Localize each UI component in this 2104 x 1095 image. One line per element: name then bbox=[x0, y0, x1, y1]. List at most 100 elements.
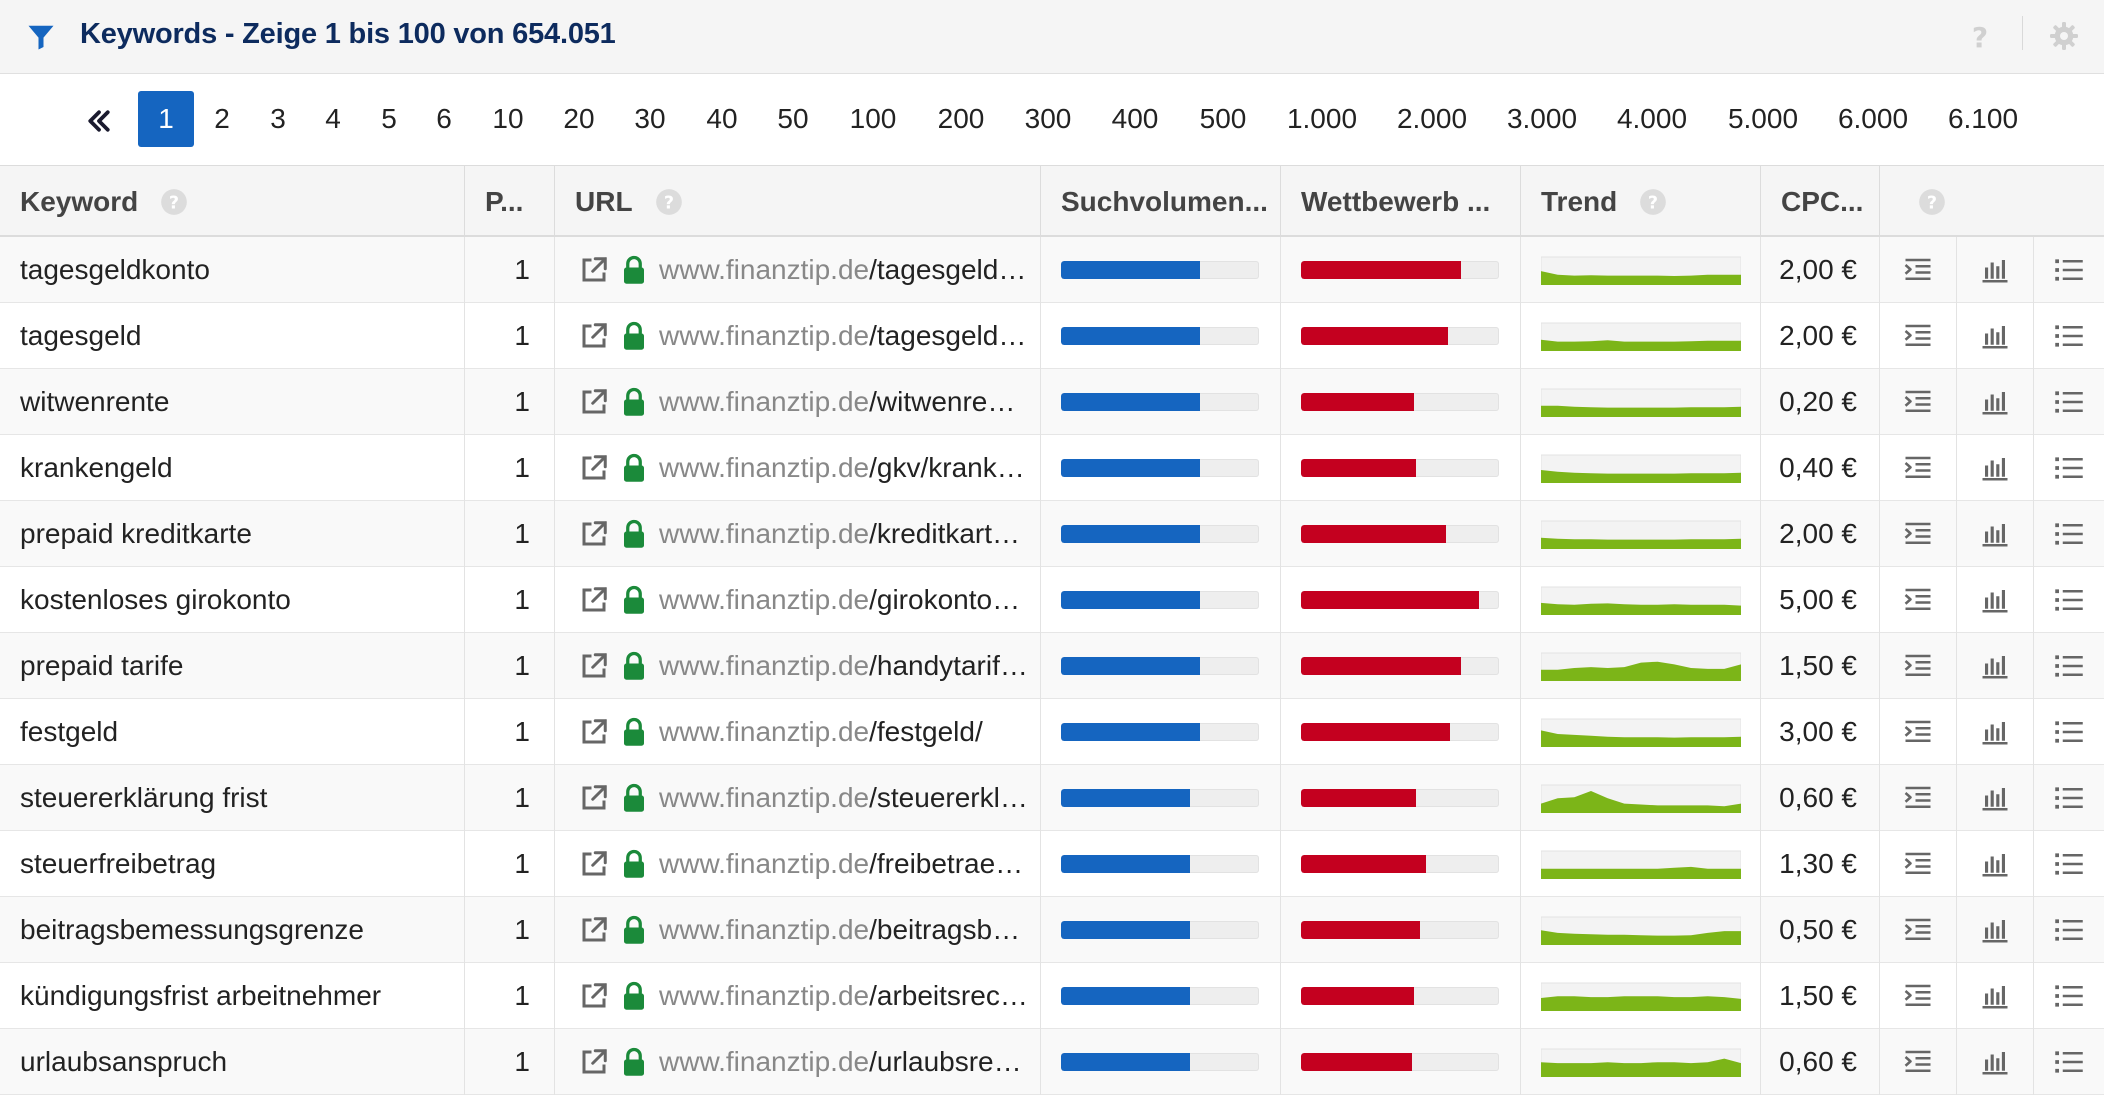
column-header-keyword[interactable]: Keyword ? bbox=[0, 166, 465, 237]
indent-list-icon[interactable] bbox=[1903, 255, 1933, 285]
list-icon[interactable] bbox=[2054, 519, 2084, 549]
keyword-cell[interactable]: urlaubsanspruch bbox=[0, 1029, 465, 1095]
keyword-text[interactable]: kündigungsfrist arbeitnehmer bbox=[20, 980, 382, 1011]
bar-chart-icon[interactable] bbox=[1980, 585, 2010, 615]
url-link[interactable]: www.finanztip.de/festgeld/ bbox=[659, 716, 983, 747]
list-button[interactable] bbox=[2034, 303, 2104, 369]
keyword-cell[interactable]: beitragsbemessungsgrenze bbox=[0, 897, 465, 963]
url-link[interactable]: www.finanztip.de/beitragsb… bbox=[659, 914, 1021, 945]
help-icon[interactable]: ? bbox=[160, 188, 188, 216]
list-icon[interactable] bbox=[2054, 387, 2084, 417]
bar-chart-icon[interactable] bbox=[1980, 981, 2010, 1011]
page-button-500[interactable]: 500 bbox=[1199, 103, 1247, 134]
keyword-cell[interactable]: witwenrente bbox=[0, 369, 465, 435]
indent-list-button[interactable] bbox=[1880, 369, 1957, 435]
keyword-text[interactable]: prepaid kreditkarte bbox=[20, 518, 252, 549]
list-icon[interactable] bbox=[2054, 321, 2084, 351]
keyword-text[interactable]: prepaid tarife bbox=[20, 650, 184, 681]
url-link[interactable]: www.finanztip.de/urlaubsre… bbox=[659, 1046, 1022, 1077]
indent-list-button[interactable] bbox=[1880, 567, 1957, 633]
indent-list-icon[interactable] bbox=[1903, 519, 1933, 549]
bar-chart-button[interactable] bbox=[1957, 765, 2034, 831]
url-link[interactable]: www.finanztip.de/witwenre… bbox=[659, 386, 1016, 417]
url-link[interactable]: www.finanztip.de/arbeitsrec… bbox=[659, 980, 1028, 1011]
indent-list-icon[interactable] bbox=[1903, 321, 1933, 351]
indent-list-icon[interactable] bbox=[1903, 585, 1933, 615]
bar-chart-button[interactable] bbox=[1957, 963, 2034, 1029]
keyword-cell[interactable]: kündigungsfrist arbeitnehmer bbox=[0, 963, 465, 1029]
indent-list-icon[interactable] bbox=[1903, 453, 1933, 483]
page-button-6.000[interactable]: 6.000 bbox=[1837, 103, 1909, 134]
page-button-1.000[interactable]: 1.000 bbox=[1286, 103, 1358, 134]
page-button-2.000[interactable]: 2.000 bbox=[1396, 103, 1468, 134]
external-link-icon[interactable] bbox=[579, 651, 609, 681]
page-button-20[interactable]: 20 bbox=[563, 103, 595, 134]
indent-list-button[interactable] bbox=[1880, 237, 1957, 303]
indent-list-icon[interactable] bbox=[1903, 849, 1933, 879]
indent-list-button[interactable] bbox=[1880, 897, 1957, 963]
page-button-5[interactable]: 5 bbox=[381, 103, 397, 134]
page-button-200[interactable]: 200 bbox=[937, 103, 985, 134]
bar-chart-button[interactable] bbox=[1957, 237, 2034, 303]
page-button-40[interactable]: 40 bbox=[706, 103, 738, 134]
page-button-10[interactable]: 10 bbox=[492, 103, 524, 134]
keyword-text[interactable]: steuererklärung frist bbox=[20, 782, 268, 813]
indent-list-button[interactable] bbox=[1880, 501, 1957, 567]
page-button-2[interactable]: 2 bbox=[214, 103, 230, 134]
keyword-text[interactable]: krankengeld bbox=[20, 452, 173, 483]
bar-chart-button[interactable] bbox=[1957, 831, 2034, 897]
page-button-6.100[interactable]: 6.100 bbox=[1947, 103, 2019, 134]
bar-chart-icon[interactable] bbox=[1980, 783, 2010, 813]
indent-list-icon[interactable] bbox=[1903, 717, 1933, 747]
indent-list-icon[interactable] bbox=[1903, 783, 1933, 813]
keyword-text[interactable]: tagesgeld bbox=[20, 320, 142, 351]
help-icon[interactable]: ? bbox=[1639, 188, 1667, 216]
page-button-3[interactable]: 3 bbox=[270, 103, 286, 134]
url-link[interactable]: www.finanztip.de/kreditkart… bbox=[659, 518, 1021, 549]
list-button[interactable] bbox=[2034, 963, 2104, 1029]
external-link-icon[interactable] bbox=[579, 915, 609, 945]
url-link[interactable]: www.finanztip.de/freibetrae… bbox=[659, 848, 1024, 879]
double-chevron-left-icon[interactable] bbox=[84, 106, 114, 136]
bar-chart-icon[interactable] bbox=[1980, 519, 2010, 549]
keyword-text[interactable]: tagesgeldkonto bbox=[20, 254, 210, 285]
keyword-cell[interactable]: tagesgeld bbox=[0, 303, 465, 369]
list-button[interactable] bbox=[2034, 897, 2104, 963]
filter-icon[interactable] bbox=[26, 22, 56, 52]
list-button[interactable] bbox=[2034, 633, 2104, 699]
keyword-cell[interactable]: prepaid tarife bbox=[0, 633, 465, 699]
indent-list-button[interactable] bbox=[1880, 633, 1957, 699]
list-button[interactable] bbox=[2034, 369, 2104, 435]
list-button[interactable] bbox=[2034, 831, 2104, 897]
indent-list-button[interactable] bbox=[1880, 1029, 1957, 1095]
url-link[interactable]: www.finanztip.de/gkv/krank… bbox=[659, 452, 1025, 483]
list-icon[interactable] bbox=[2054, 783, 2084, 813]
url-link[interactable]: www.finanztip.de/girokonto… bbox=[659, 584, 1021, 615]
list-icon[interactable] bbox=[2054, 1047, 2084, 1077]
list-button[interactable] bbox=[2034, 567, 2104, 633]
column-header-search-volume[interactable]: Suchvolumen... bbox=[1041, 166, 1281, 237]
keyword-cell[interactable]: steuerfreibetrag bbox=[0, 831, 465, 897]
page-button-5.000[interactable]: 5.000 bbox=[1727, 103, 1799, 134]
indent-list-button[interactable] bbox=[1880, 963, 1957, 1029]
keyword-cell[interactable]: festgeld bbox=[0, 699, 465, 765]
gear-icon[interactable] bbox=[2048, 20, 2080, 52]
page-button-400[interactable]: 400 bbox=[1111, 103, 1159, 134]
keyword-text[interactable]: witwenrente bbox=[20, 386, 170, 417]
bar-chart-icon[interactable] bbox=[1980, 321, 2010, 351]
bar-chart-button[interactable] bbox=[1957, 699, 2034, 765]
keyword-text[interactable]: kostenloses girokonto bbox=[20, 584, 291, 615]
url-link[interactable]: www.finanztip.de/tagesgeld… bbox=[659, 320, 1027, 351]
page-button-4[interactable]: 4 bbox=[325, 103, 341, 134]
keyword-text[interactable]: beitragsbemessungsgrenze bbox=[20, 914, 364, 945]
list-button[interactable] bbox=[2034, 501, 2104, 567]
keyword-cell[interactable]: kostenloses girokonto bbox=[0, 567, 465, 633]
list-button[interactable] bbox=[2034, 699, 2104, 765]
bar-chart-icon[interactable] bbox=[1980, 651, 2010, 681]
indent-list-button[interactable] bbox=[1880, 303, 1957, 369]
external-link-icon[interactable] bbox=[579, 453, 609, 483]
page-button-4.000[interactable]: 4.000 bbox=[1616, 103, 1688, 134]
indent-list-button[interactable] bbox=[1880, 435, 1957, 501]
list-icon[interactable] bbox=[2054, 849, 2084, 879]
keyword-text[interactable]: urlaubsanspruch bbox=[20, 1046, 228, 1077]
